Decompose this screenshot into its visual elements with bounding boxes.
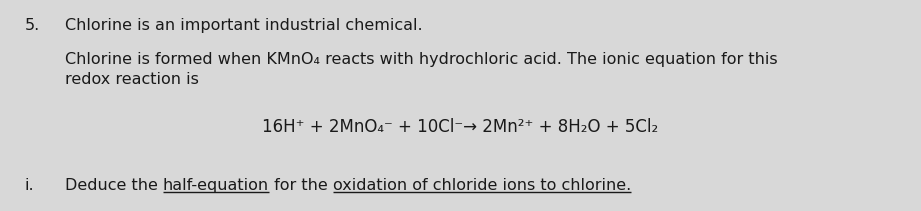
Text: Chlorine is formed when KMnO₄ reacts with hydrochloric acid. The ionic equation : Chlorine is formed when KMnO₄ reacts wit… (65, 52, 777, 67)
Text: oxidation of chloride ions to chlorine.: oxidation of chloride ions to chlorine. (333, 178, 631, 193)
Text: for the: for the (269, 178, 333, 193)
Text: Chlorine is an important industrial chemical.: Chlorine is an important industrial chem… (65, 18, 423, 33)
Text: 16H⁺ + 2MnO₄⁻ + 10Cl⁻→ 2Mn²⁺ + 8H₂O + 5Cl₂: 16H⁺ + 2MnO₄⁻ + 10Cl⁻→ 2Mn²⁺ + 8H₂O + 5C… (262, 118, 659, 136)
Text: Deduce the: Deduce the (65, 178, 163, 193)
Text: 5.: 5. (25, 18, 41, 33)
Text: half-equation: half-equation (163, 178, 269, 193)
Text: i.: i. (25, 178, 35, 193)
Text: redox reaction is: redox reaction is (65, 72, 199, 87)
